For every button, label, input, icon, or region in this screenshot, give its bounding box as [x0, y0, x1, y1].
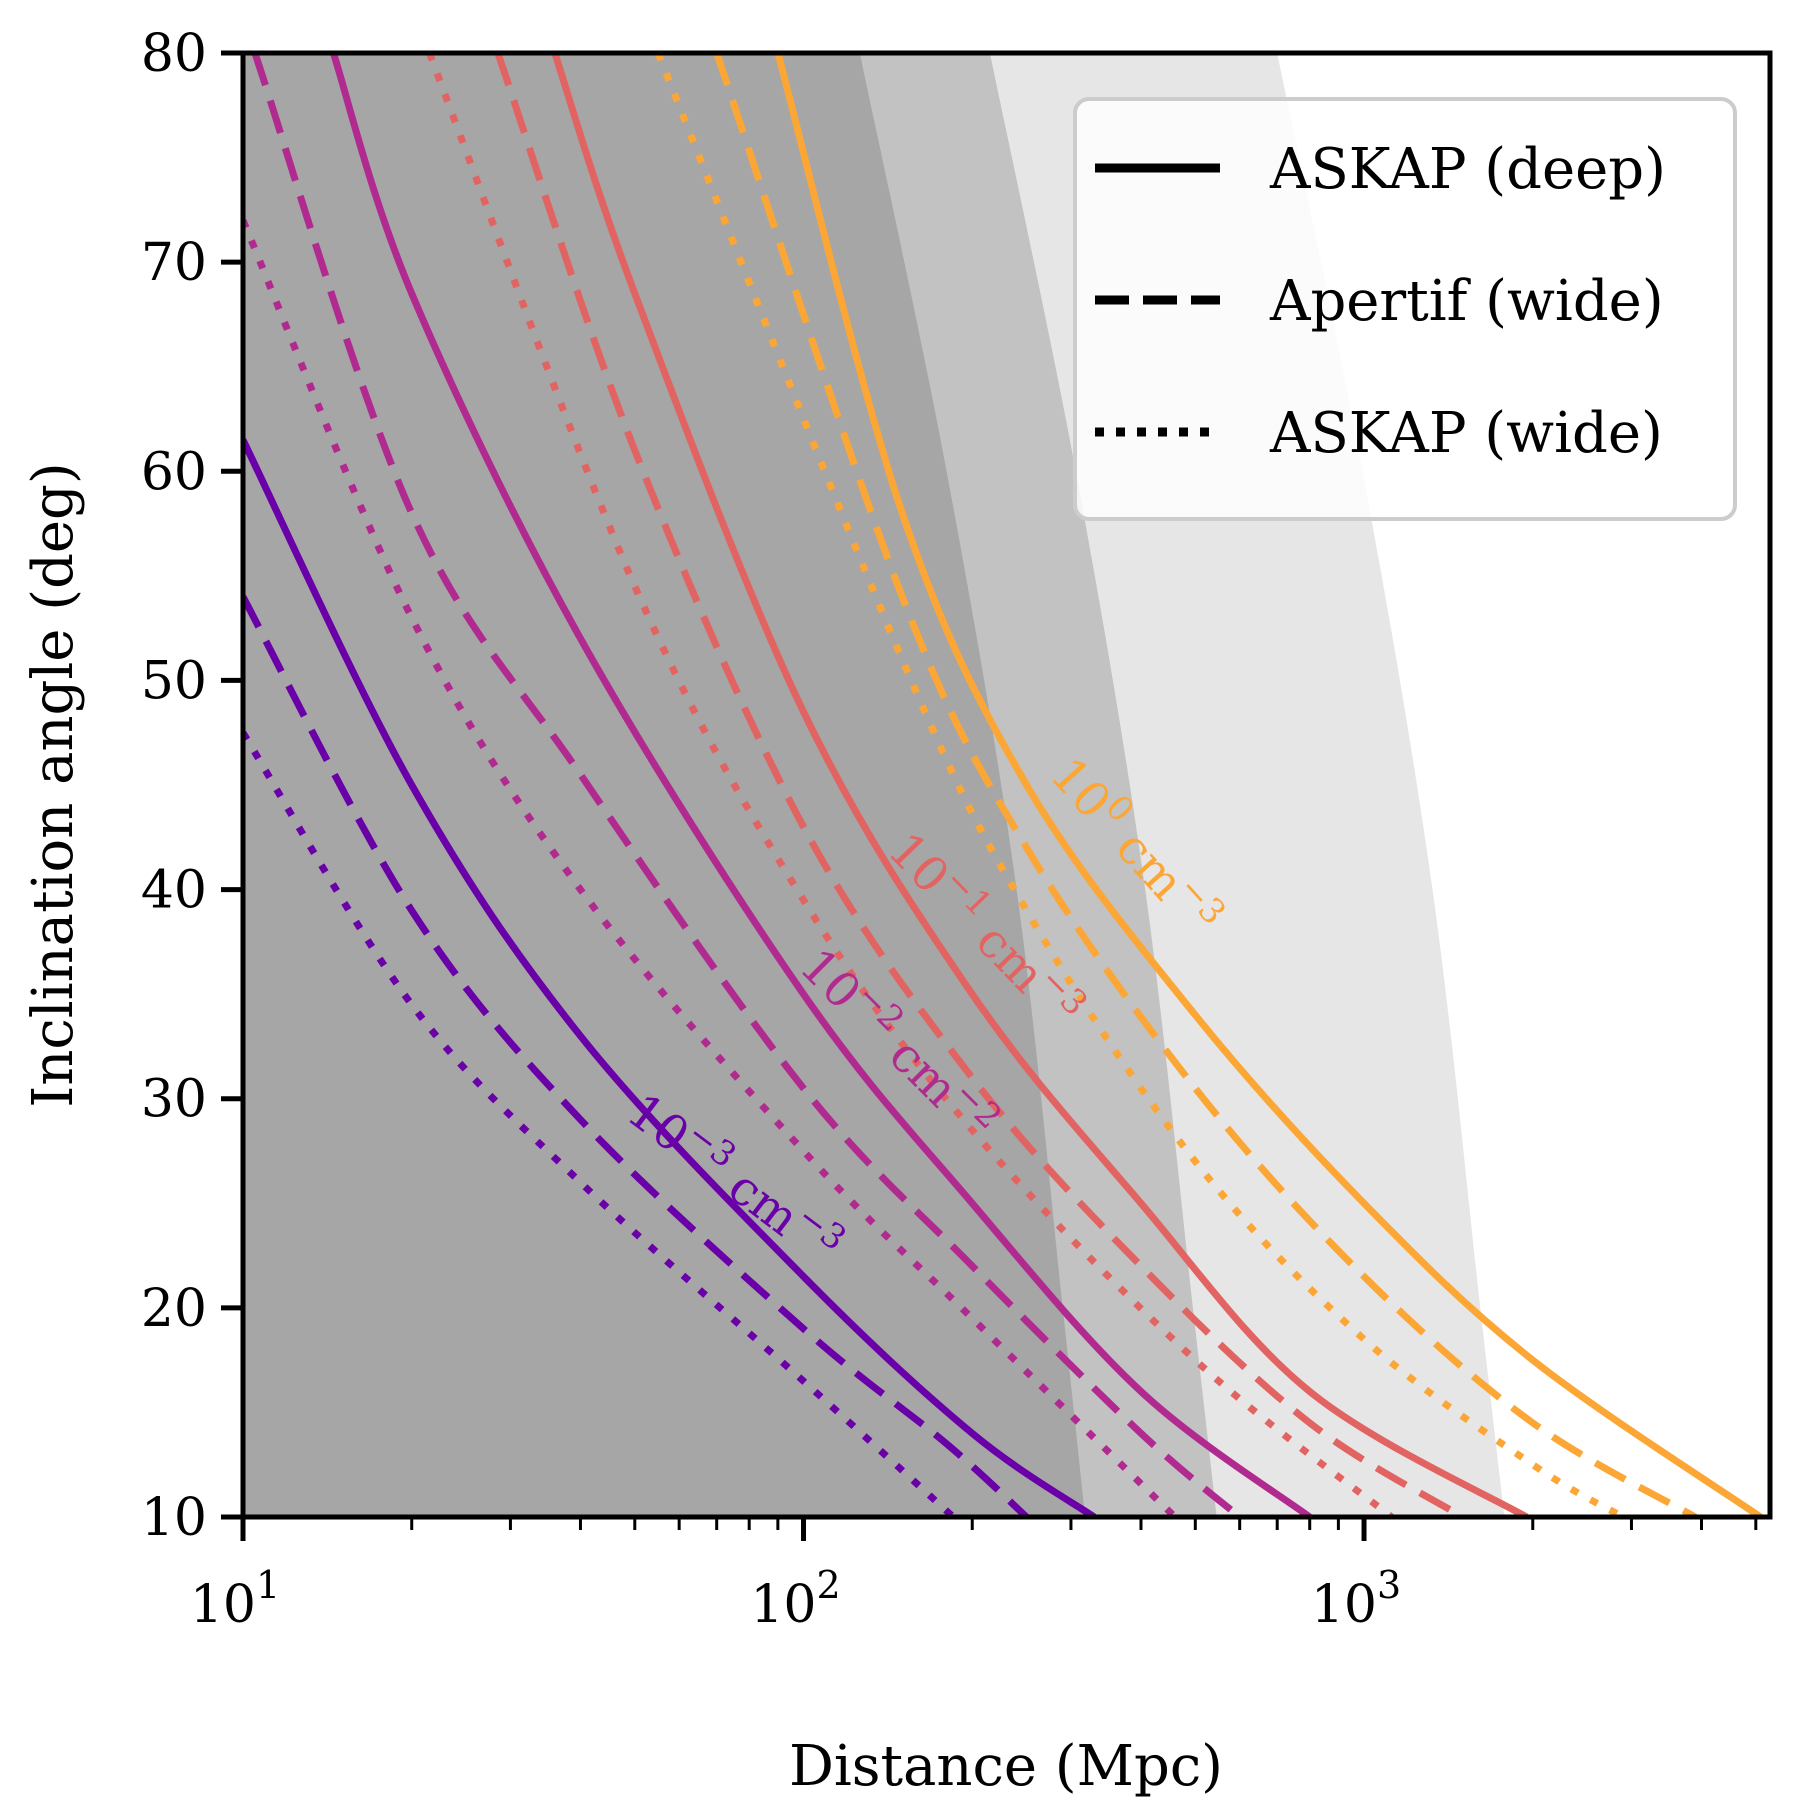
x-axis: 101 102 103 — [190, 1517, 1758, 1635]
x-axis-title: Distance (Mpc) — [789, 1734, 1223, 1799]
series-line-1e0-dotted — [654, 53, 1625, 1517]
legend-label-askap-wide: ASKAP (wide) — [1269, 401, 1663, 466]
y-tick-label: 50 — [141, 651, 207, 711]
y-axis-title: Inclination angle (deg) — [21, 462, 86, 1108]
y-tick-label: 10 — [141, 1488, 207, 1548]
y-tick-label: 40 — [141, 861, 207, 921]
legend-label-apertif-wide: Apertif (wide) — [1269, 269, 1664, 334]
series-line-1e-2-solid — [330, 53, 1312, 1517]
y-tick-label: 20 — [141, 1279, 207, 1339]
series-line-1e-3-dashed — [243, 595, 1029, 1517]
series-line-1e0-dashed — [713, 53, 1698, 1517]
x-tick-label: 102 — [750, 1563, 840, 1635]
y-tick-label: 30 — [141, 1070, 207, 1130]
y-tick-label: 80 — [141, 24, 207, 84]
y-tick-label: 70 — [141, 233, 207, 293]
series-line-1e-1-solid — [551, 53, 1529, 1517]
plot-frame — [240, 50, 1773, 1520]
series-line-1e0-solid — [774, 53, 1763, 1517]
legend-box — [1073, 97, 1737, 521]
series-line-1e-2-dashed — [251, 53, 1242, 1517]
x-tick-label: 101 — [190, 1563, 280, 1635]
series-lines — [243, 53, 1763, 1517]
y-tick-label: 60 — [141, 442, 207, 502]
x-tick-label: 103 — [1311, 1563, 1401, 1635]
y-axis: 10 20 30 40 50 60 70 80 — [141, 24, 243, 1548]
legend-label-askap-deep: ASKAP (deep) — [1269, 137, 1666, 202]
series-line-1e-3-solid — [243, 438, 1097, 1517]
series-line-1e-1-dashed — [494, 53, 1465, 1517]
legend: ASKAP (deep) Apertif (wide) ASKAP (wide) — [1073, 97, 1737, 521]
